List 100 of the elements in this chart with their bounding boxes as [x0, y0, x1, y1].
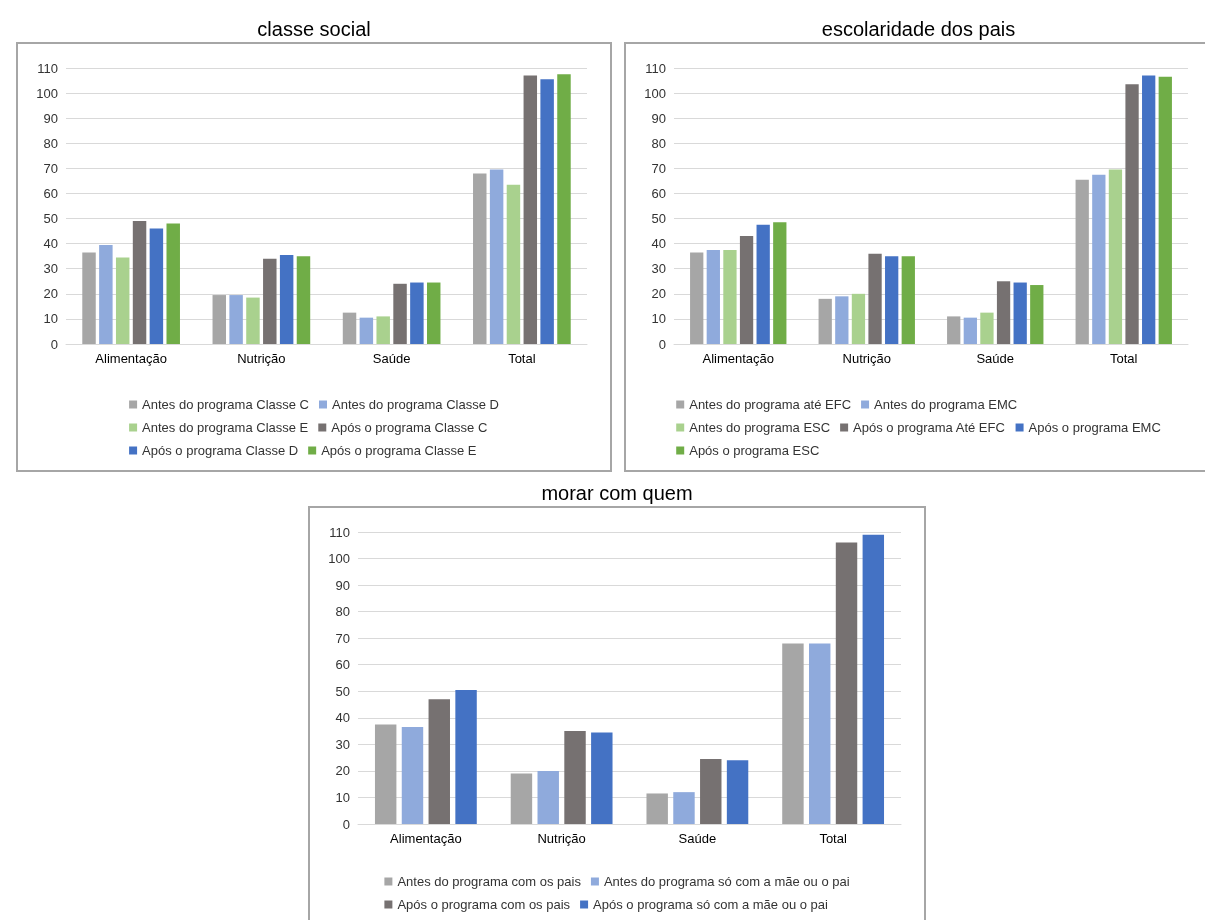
- bar: [706, 249, 720, 344]
- bar: [1158, 76, 1172, 344]
- bar: [591, 732, 613, 824]
- bar: [739, 236, 754, 344]
- bar: [1030, 285, 1044, 344]
- legend-label: Antes do programa Classe D: [332, 397, 499, 412]
- legend-label: Antes do programa Classe E: [142, 420, 309, 435]
- bar: [393, 283, 407, 344]
- bar: [426, 282, 441, 344]
- bar: [646, 793, 668, 824]
- legend-label: Após o programa com os pais: [397, 897, 571, 912]
- bar: [862, 534, 885, 824]
- bar: [557, 74, 571, 344]
- bar: [132, 221, 147, 344]
- bar: [212, 295, 227, 344]
- bar: [723, 249, 737, 344]
- bar: [756, 224, 770, 344]
- bar: [818, 298, 832, 344]
- legend-label: Antes do programa ESC: [689, 420, 831, 435]
- y-tick-label: 30: [335, 736, 350, 752]
- legend-label: Após o programa Classe D: [142, 443, 299, 458]
- legend-label: Antes do programa até EFC: [689, 397, 852, 412]
- bar: [115, 257, 130, 344]
- y-tick-label: 70: [43, 160, 58, 176]
- y-tick-label: 0: [658, 336, 666, 352]
- bar: [726, 760, 749, 824]
- x-tick-label: Nutrição: [842, 351, 891, 366]
- y-tick-label: 90: [43, 110, 58, 126]
- y-tick-label: 50: [43, 211, 58, 227]
- bar: [82, 252, 96, 344]
- x-tick-label: Total: [819, 831, 847, 846]
- bar: [980, 312, 994, 344]
- bar: [963, 317, 977, 344]
- legend-label: Após o programa EMC: [1028, 420, 1161, 435]
- bar: [690, 252, 704, 344]
- x-tick-label: Saúde: [976, 351, 1015, 366]
- y-tick-label: 50: [651, 211, 666, 227]
- x-tick-label: Saúde: [372, 351, 411, 366]
- bar: [166, 223, 180, 344]
- x-tick-label: Alimentação: [390, 831, 462, 846]
- bar: [537, 770, 559, 824]
- bar: [773, 222, 787, 344]
- bar: [523, 75, 538, 344]
- bar: [996, 281, 1011, 344]
- bar: [700, 758, 722, 824]
- bar: [1125, 84, 1139, 344]
- y-tick-label: 20: [43, 286, 58, 302]
- bar: [342, 312, 357, 344]
- y-tick-label: 60: [651, 185, 666, 201]
- bar: [782, 643, 804, 824]
- y-tick-label: 60: [335, 657, 350, 673]
- y-tick-label: 20: [335, 763, 350, 779]
- chart-title: escolaridade dos pais: [821, 18, 1016, 40]
- y-tick-label: 70: [335, 630, 350, 646]
- y-tick-label: 90: [335, 577, 350, 593]
- x-tick-label: Total: [1110, 351, 1138, 366]
- bar: [947, 316, 961, 344]
- y-tick-label: 110: [329, 524, 350, 540]
- bar: [246, 297, 260, 344]
- bar: [851, 293, 866, 344]
- bar: [263, 258, 277, 344]
- x-tick-label: Alimentação: [95, 351, 167, 366]
- y-tick-label: 60: [43, 185, 58, 201]
- x-tick-label: Total: [508, 351, 536, 366]
- bar: [510, 773, 533, 824]
- bar: [401, 727, 424, 824]
- y-tick-label: 80: [651, 135, 666, 151]
- bar: [99, 244, 113, 344]
- legend-label: Antes do programa só com a mãe ou o pai: [603, 874, 850, 889]
- bar: [489, 169, 504, 344]
- chart-title: classe social: [257, 18, 371, 40]
- bar: [564, 731, 586, 824]
- bar: [540, 79, 554, 344]
- y-tick-label: 10: [335, 789, 350, 805]
- legend-label: Após o programa Até EFC: [853, 420, 1005, 435]
- y-tick-label: 80: [335, 604, 350, 620]
- bar: [506, 184, 521, 344]
- y-tick-label: 40: [651, 236, 666, 252]
- chart-title: morar com quem: [541, 482, 693, 504]
- y-tick-label: 100: [644, 85, 666, 101]
- bar: [885, 256, 899, 344]
- y-tick-label: 40: [335, 710, 350, 726]
- y-tick-label: 50: [335, 683, 350, 699]
- bar: [673, 792, 695, 824]
- bar: [809, 643, 831, 824]
- y-tick-label: 100: [36, 85, 58, 101]
- legend-label: Após o programa só com a mãe ou o pai: [593, 897, 829, 912]
- x-tick-label: Alimentação: [702, 351, 775, 366]
- bar: [835, 296, 849, 344]
- y-tick-label: 30: [651, 261, 666, 277]
- y-tick-label: 10: [651, 311, 666, 327]
- bar: [1075, 179, 1089, 344]
- legend-label: Após o programa Classe E: [321, 443, 477, 458]
- legend-label: Após o programa ESC: [689, 443, 820, 458]
- bar: [901, 256, 915, 344]
- y-tick-label: 90: [651, 110, 666, 126]
- bar: [455, 689, 477, 824]
- y-tick-label: 110: [37, 60, 58, 76]
- legend-label: Antes do programa Classe C: [142, 397, 310, 412]
- bar: [868, 253, 882, 344]
